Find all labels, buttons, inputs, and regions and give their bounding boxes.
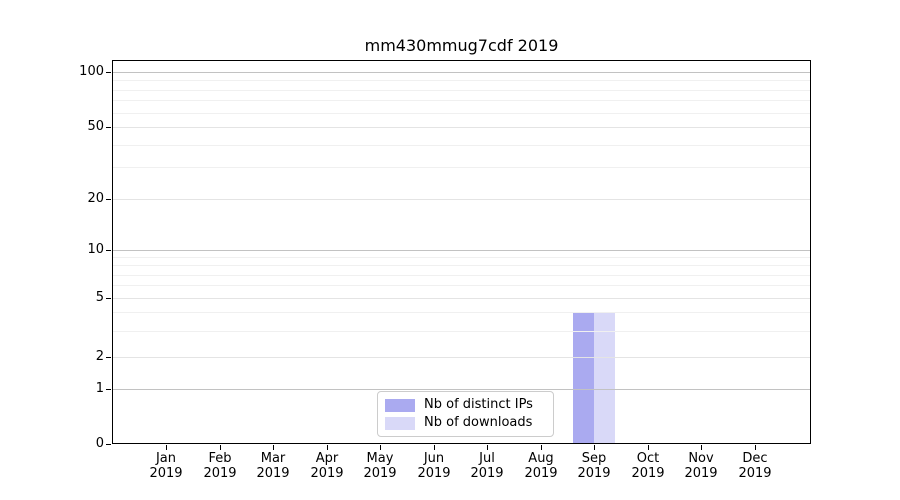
gridline-major: [113, 250, 810, 251]
y-axis-tick: [106, 444, 111, 445]
gridline-minor: [113, 312, 810, 313]
gridline-minor: [113, 80, 810, 81]
x-label-month: Sep: [581, 451, 607, 466]
y-axis-tick: [106, 72, 111, 73]
x-label-year: 2019: [577, 466, 611, 481]
x-axis-tick-label: Jun 2019: [402, 451, 466, 481]
x-axis-tick: [648, 445, 649, 450]
x-axis-tick-label: Nov 2019: [669, 451, 733, 481]
legend: Nb of distinct IPs Nb of downloads: [377, 391, 554, 437]
x-axis-tick: [327, 445, 328, 450]
x-axis-tick: [380, 445, 381, 450]
y-axis-tick-label: 50: [87, 119, 104, 134]
x-label-month: Oct: [636, 451, 660, 466]
x-label-month: Jul: [479, 451, 495, 466]
gridline-major: [113, 72, 810, 73]
x-label-month: Mar: [260, 451, 286, 466]
y-axis-tick: [106, 357, 111, 358]
gridline-minor: [113, 265, 810, 266]
x-label-year: 2019: [149, 466, 183, 481]
x-axis-tick: [701, 445, 702, 450]
gridline-minor: [113, 90, 810, 91]
legend-item-downloads: Nb of downloads: [385, 414, 545, 432]
x-label-month: May: [366, 451, 394, 466]
legend-swatch-distinct-ips: [385, 398, 415, 412]
y-axis-tick-label: 2: [95, 349, 104, 364]
gridline-minor: [113, 331, 810, 332]
gridline-minor: [113, 100, 810, 101]
y-axis-tick-label: 10: [87, 242, 104, 257]
x-label-year: 2019: [524, 466, 558, 481]
x-axis-tick: [166, 445, 167, 450]
x-axis-tick-label: Apr 2019: [295, 451, 359, 481]
gridline-minor: [113, 275, 810, 276]
x-axis-tick-label: Aug 2019: [509, 451, 573, 481]
x-label-year: 2019: [738, 466, 772, 481]
y-axis-tick: [106, 199, 111, 200]
y-axis-tick-label: 20: [87, 191, 104, 206]
y-axis-tick-label: 100: [79, 64, 104, 79]
x-label-year: 2019: [417, 466, 451, 481]
x-axis-tick-label: Jul 2019: [455, 451, 519, 481]
y-axis-tick: [106, 127, 111, 128]
x-axis-tick: [220, 445, 221, 450]
gridline-major: [113, 389, 810, 390]
gridline-minor: [113, 257, 810, 258]
x-label-month: Apr: [315, 451, 339, 466]
y-axis-tick: [106, 389, 111, 390]
x-axis-tick-label: Dec 2019: [723, 451, 787, 481]
x-axis-tick-label: Oct 2019: [616, 451, 680, 481]
x-axis-tick: [273, 445, 274, 450]
x-label-month: Jan: [155, 451, 177, 466]
x-axis-tick: [434, 445, 435, 450]
x-axis-tick-label: Feb 2019: [188, 451, 252, 481]
x-label-year: 2019: [203, 466, 237, 481]
x-axis-tick: [755, 445, 756, 450]
y-axis-tick: [106, 298, 111, 299]
bar-distinct-ips: [573, 312, 594, 444]
x-label-year: 2019: [470, 466, 504, 481]
x-label-year: 2019: [631, 466, 665, 481]
gridline-minor: [113, 113, 810, 114]
x-label-year: 2019: [310, 466, 344, 481]
x-axis-tick-label: May 2019: [348, 451, 412, 481]
legend-label-downloads: Nb of downloads: [424, 415, 533, 430]
legend-item-distinct-ips: Nb of distinct IPs: [385, 396, 545, 414]
gridline-minor: [113, 285, 810, 286]
x-axis-tick-label: Jan 2019: [134, 451, 198, 481]
x-axis-tick-label: Mar 2019: [241, 451, 305, 481]
gridline-minor: [113, 167, 810, 168]
gridline: [113, 199, 810, 200]
x-label-year: 2019: [256, 466, 290, 481]
x-label-month: Feb: [208, 451, 232, 466]
legend-swatch-downloads: [385, 416, 415, 430]
x-label-month: Dec: [742, 451, 768, 466]
x-label-month: Jun: [423, 451, 445, 466]
y-axis-tick: [106, 250, 111, 251]
y-axis-tick-label: 5: [95, 290, 104, 305]
x-label-month: Nov: [688, 451, 714, 466]
gridline: [113, 357, 810, 358]
y-axis-tick-label: 1: [95, 381, 104, 396]
bar-downloads: [594, 312, 615, 444]
x-label-year: 2019: [363, 466, 397, 481]
gridline: [113, 298, 810, 299]
x-label-month: Aug: [528, 451, 554, 466]
gridline: [113, 127, 810, 128]
x-label-year: 2019: [684, 466, 718, 481]
y-axis-tick-label: 0: [95, 436, 104, 451]
x-axis-tick: [594, 445, 595, 450]
x-axis-tick: [541, 445, 542, 450]
gridline-minor: [113, 145, 810, 146]
x-axis-tick: [487, 445, 488, 450]
chart-title: mm430mmug7cdf 2019: [364, 36, 559, 55]
legend-label-distinct-ips: Nb of distinct IPs: [424, 397, 533, 412]
x-axis-tick-label: Sep 2019: [562, 451, 626, 481]
